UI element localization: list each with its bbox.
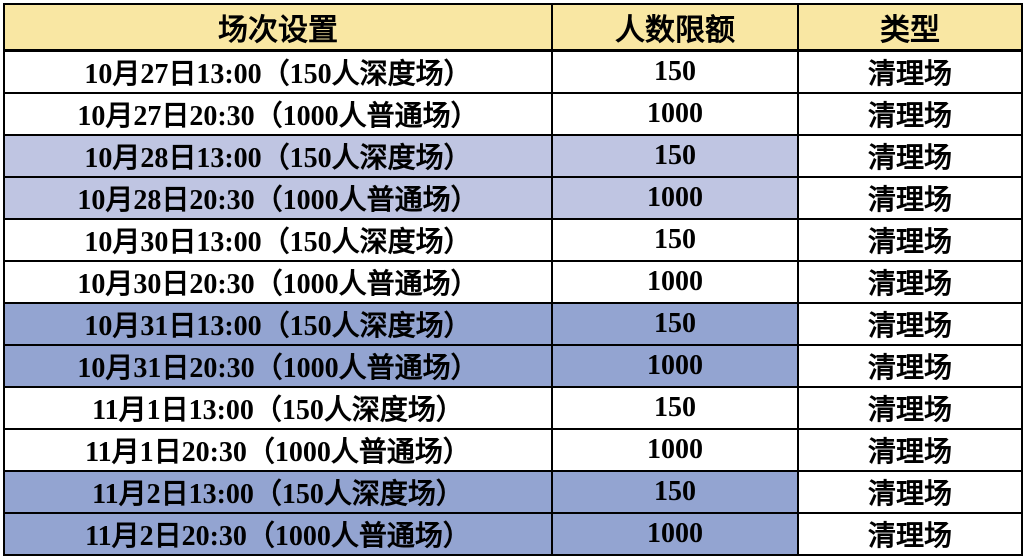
table-row: 10月31日13:00（150人深度场） 150 清理场 <box>3 302 1023 346</box>
session-schedule-table: 场次设置 人数限额 类型 10月27日13:00（150人深度场） 150 清理… <box>3 3 1023 556</box>
session-cell: 11月1日13:00（150人深度场） <box>3 386 553 430</box>
limit-cell: 1000 <box>551 512 799 556</box>
table-row: 11月2日13:00（150人深度场） 150 清理场 <box>3 470 1023 514</box>
column-header-limit: 人数限额 <box>551 3 799 52</box>
session-cell: 11月1日20:30（1000人普通场） <box>3 428 553 472</box>
limit-cell: 1000 <box>551 428 799 472</box>
table-row: 11月2日20:30（1000人普通场） 1000 清理场 <box>3 512 1023 556</box>
type-cell: 清理场 <box>797 302 1023 346</box>
session-cell: 10月28日13:00（150人深度场） <box>3 134 553 178</box>
session-cell: 10月28日20:30（1000人普通场） <box>3 176 553 220</box>
type-cell: 清理场 <box>797 218 1023 262</box>
type-cell: 清理场 <box>797 344 1023 388</box>
type-cell: 清理场 <box>797 470 1023 514</box>
session-cell: 10月30日13:00（150人深度场） <box>3 218 553 262</box>
type-cell: 清理场 <box>797 49 1023 94</box>
table-row: 10月30日13:00（150人深度场） 150 清理场 <box>3 218 1023 262</box>
type-cell: 清理场 <box>797 176 1023 220</box>
session-cell: 11月2日20:30（1000人普通场） <box>3 512 553 556</box>
limit-cell: 150 <box>551 470 799 514</box>
limit-cell: 1000 <box>551 344 799 388</box>
table-row: 10月31日20:30（1000人普通场） 1000 清理场 <box>3 344 1023 388</box>
session-cell: 10月27日13:00（150人深度场） <box>3 49 553 94</box>
table-row: 10月28日13:00（150人深度场） 150 清理场 <box>3 134 1023 178</box>
type-cell: 清理场 <box>797 512 1023 556</box>
session-cell: 10月31日20:30（1000人普通场） <box>3 344 553 388</box>
column-header-session: 场次设置 <box>3 3 553 52</box>
limit-cell: 150 <box>551 386 799 430</box>
limit-cell: 150 <box>551 302 799 346</box>
type-cell: 清理场 <box>797 386 1023 430</box>
session-cell: 10月31日13:00（150人深度场） <box>3 302 553 346</box>
session-cell: 10月27日20:30（1000人普通场） <box>3 92 553 136</box>
limit-cell: 150 <box>551 49 799 94</box>
table-row: 11月1日20:30（1000人普通场） 1000 清理场 <box>3 428 1023 472</box>
type-cell: 清理场 <box>797 134 1023 178</box>
limit-cell: 150 <box>551 134 799 178</box>
limit-cell: 1000 <box>551 260 799 304</box>
session-cell: 11月2日13:00（150人深度场） <box>3 470 553 514</box>
type-cell: 清理场 <box>797 92 1023 136</box>
table-row: 10月30日20:30（1000人普通场） 1000 清理场 <box>3 260 1023 304</box>
type-cell: 清理场 <box>797 428 1023 472</box>
header-row: 场次设置 人数限额 类型 <box>3 3 1023 52</box>
table-row: 10月27日20:30（1000人普通场） 1000 清理场 <box>3 92 1023 136</box>
column-header-type: 类型 <box>797 3 1023 52</box>
limit-cell: 150 <box>551 218 799 262</box>
table-row: 10月27日13:00（150人深度场） 150 清理场 <box>3 49 1023 94</box>
limit-cell: 1000 <box>551 176 799 220</box>
session-cell: 10月30日20:30（1000人普通场） <box>3 260 553 304</box>
table-row: 10月28日20:30（1000人普通场） 1000 清理场 <box>3 176 1023 220</box>
limit-cell: 1000 <box>551 92 799 136</box>
table-row: 11月1日13:00（150人深度场） 150 清理场 <box>3 386 1023 430</box>
type-cell: 清理场 <box>797 260 1023 304</box>
